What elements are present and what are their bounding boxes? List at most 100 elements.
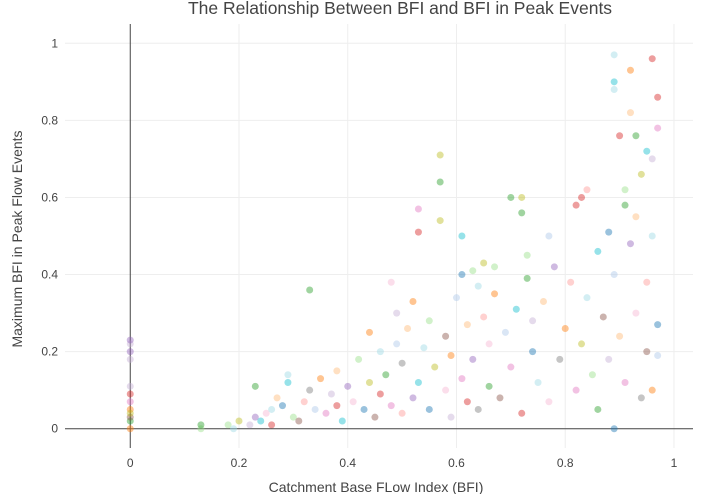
gridlines — [65, 24, 693, 448]
data-point — [230, 425, 238, 433]
data-point — [278, 402, 286, 410]
data-point — [491, 263, 499, 271]
chart-title: The Relationship Between BFI and BFI in … — [188, 0, 612, 18]
y-axis-label: Maximum BFI in Peak Flow Events — [9, 130, 25, 347]
x-tick-label: 0.2 — [231, 456, 248, 470]
data-point — [632, 132, 640, 140]
data-point — [491, 290, 499, 298]
data-point — [126, 417, 134, 425]
data-point — [393, 309, 401, 317]
data-point — [409, 298, 417, 306]
data-point — [648, 155, 656, 163]
data-point — [654, 93, 662, 101]
data-point — [295, 417, 303, 425]
data-point — [594, 405, 602, 413]
data-point — [485, 340, 493, 348]
data-point — [610, 271, 618, 279]
data-point — [327, 390, 335, 398]
data-point — [126, 336, 134, 344]
data-point — [578, 193, 586, 201]
data-point — [567, 278, 575, 286]
data-point — [436, 178, 444, 186]
data-point — [262, 409, 270, 417]
x-tick-label: 0 — [127, 456, 134, 470]
data-point — [431, 363, 439, 371]
data-point — [605, 228, 613, 236]
y-tick-label: 0.8 — [41, 113, 58, 127]
data-point — [561, 325, 569, 333]
data-point — [583, 186, 591, 194]
data-point — [425, 405, 433, 413]
data-point — [507, 363, 515, 371]
data-point — [610, 86, 618, 94]
data-point — [458, 375, 466, 383]
data-point — [648, 55, 656, 63]
data-point — [273, 394, 281, 402]
data-point — [637, 170, 645, 178]
data-point — [654, 321, 662, 329]
data-point — [311, 405, 319, 413]
data-point — [126, 398, 134, 406]
data-point — [643, 348, 651, 356]
data-point — [616, 332, 624, 340]
data-point — [523, 274, 531, 282]
data-point — [414, 205, 422, 213]
data-point — [469, 355, 477, 363]
x-tick-label: 0.6 — [448, 456, 465, 470]
data-point — [414, 228, 422, 236]
data-point — [306, 386, 314, 394]
data-point — [284, 378, 292, 386]
data-point — [398, 359, 406, 367]
data-point — [463, 321, 471, 329]
data-point — [599, 313, 607, 321]
data-point — [654, 351, 662, 359]
data-point — [126, 382, 134, 390]
data-point — [474, 282, 482, 290]
data-point — [518, 209, 526, 217]
data-point — [518, 409, 526, 417]
data-point — [376, 348, 384, 356]
data-point — [387, 402, 395, 410]
data-point — [485, 382, 493, 390]
data-point — [458, 271, 466, 279]
data-point — [550, 263, 558, 271]
data-point — [355, 355, 363, 363]
y-tick-label: 0.4 — [41, 268, 58, 282]
data-point — [518, 193, 526, 201]
data-point — [578, 340, 586, 348]
data-point — [126, 405, 134, 413]
data-point — [126, 340, 134, 348]
data-point — [648, 386, 656, 394]
data-point — [583, 294, 591, 302]
data-point — [333, 367, 341, 375]
data-point — [610, 51, 618, 59]
data-point — [643, 147, 651, 155]
data-point — [371, 413, 379, 421]
data-point — [235, 417, 243, 425]
x-tick-labels: 0 0.2 0.4 0.6 0.8 1 — [127, 456, 678, 470]
data-point — [246, 421, 254, 429]
x-tick-label: 0.4 — [339, 456, 356, 470]
data-point — [616, 132, 624, 140]
data-point — [480, 259, 488, 267]
x-tick-label: 1 — [671, 456, 678, 470]
data-point — [268, 405, 276, 413]
data-point — [626, 109, 634, 117]
y-tick-label: 0 — [51, 422, 58, 436]
x-tick-label: 0.8 — [557, 456, 574, 470]
data-point — [463, 398, 471, 406]
data-point — [605, 355, 613, 363]
data-point — [452, 294, 460, 302]
data-point — [637, 394, 645, 402]
data-point — [496, 394, 504, 402]
data-point — [420, 344, 428, 352]
data-point — [409, 394, 417, 402]
data-point — [469, 267, 477, 275]
data-point — [126, 390, 134, 398]
data-point — [610, 425, 618, 433]
data-point — [512, 305, 520, 313]
data-points — [126, 51, 662, 433]
data-point — [197, 425, 205, 433]
data-point — [588, 371, 596, 379]
